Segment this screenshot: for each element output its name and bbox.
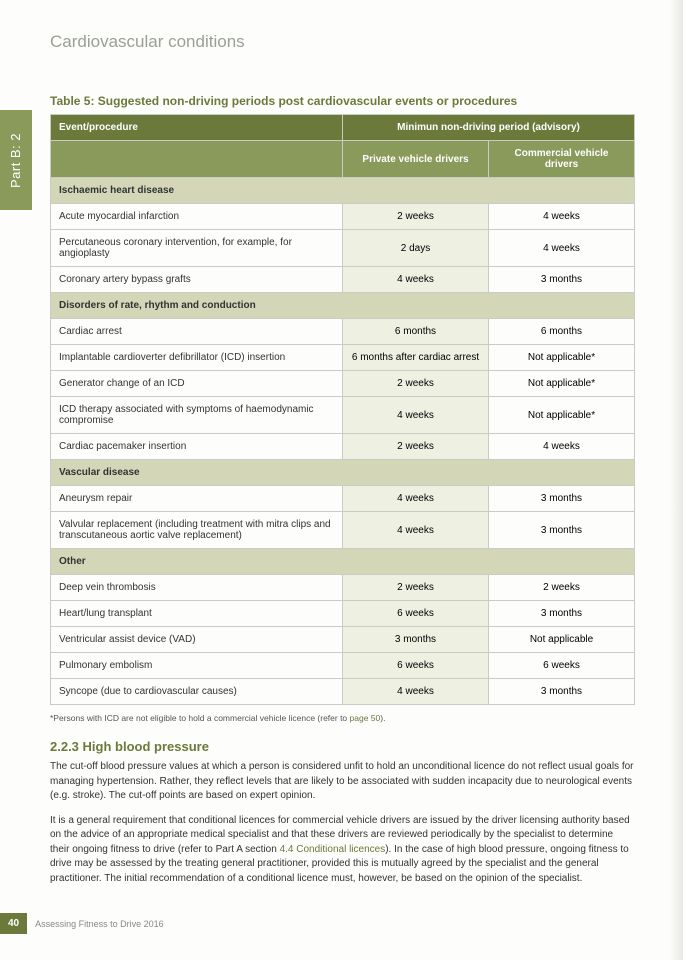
table-row: Heart/lung transplant6 weeks3 months (51, 601, 635, 627)
th-commercial: Commercial vehicle drivers (489, 141, 635, 178)
cell-private: 4 weeks (343, 679, 489, 705)
cell-commercial: 3 months (489, 601, 635, 627)
cell-event: Syncope (due to cardiovascular causes) (51, 679, 343, 705)
cell-event: Aneurysm repair (51, 486, 343, 512)
paragraph-2: It is a general requirement that conditi… (50, 814, 635, 887)
table-row: Valvular replacement (including treatmen… (51, 512, 635, 549)
cell-event: Coronary artery bypass grafts (51, 267, 343, 293)
cell-event: Cardiac pacemaker insertion (51, 434, 343, 460)
cell-event: Generator change of an ICD (51, 371, 343, 397)
cell-event: Acute myocardial infarction (51, 204, 343, 230)
table-row: Syncope (due to cardiovascular causes)4 … (51, 679, 635, 705)
cell-commercial: Not applicable* (489, 371, 635, 397)
cell-private: 6 weeks (343, 601, 489, 627)
table-row: Percutaneous coronary intervention, for … (51, 230, 635, 267)
page-number: 40 (0, 913, 27, 934)
footnote-pre: *Persons with ICD are not eligible to ho… (50, 713, 350, 723)
cell-commercial: 2 weeks (489, 575, 635, 601)
cell-commercial: 4 weeks (489, 434, 635, 460)
table-row: Implantable cardioverter defibrillator (… (51, 345, 635, 371)
side-tab-label: Part B: 2 (9, 132, 24, 187)
cell-private: 2 weeks (343, 434, 489, 460)
side-tab: Part B: 2 (0, 110, 32, 210)
table-section-row: Other (51, 549, 635, 575)
table-section-title: Other (51, 549, 635, 575)
footnote-link[interactable]: page 50 (350, 713, 381, 723)
cell-event: ICD therapy associated with symptoms of … (51, 397, 343, 434)
cell-event: Deep vein thrombosis (51, 575, 343, 601)
table-section-title: Vascular disease (51, 460, 635, 486)
th-event: Event/procedure (51, 115, 343, 141)
cell-commercial: 4 weeks (489, 230, 635, 267)
table-section-title: Ischaemic heart disease (51, 178, 635, 204)
cell-commercial: 6 months (489, 319, 635, 345)
cell-private: 6 months after cardiac arrest (343, 345, 489, 371)
page-footer: 40 Assessing Fitness to Drive 2016 (0, 913, 164, 934)
non-driving-periods-table: Event/procedure Minimun non-driving peri… (50, 114, 635, 705)
cell-private: 6 weeks (343, 653, 489, 679)
cell-event: Valvular replacement (including treatmen… (51, 512, 343, 549)
cell-commercial: 4 weeks (489, 204, 635, 230)
table-row: Cardiac arrest6 months6 months (51, 319, 635, 345)
table-footnote: *Persons with ICD are not eligible to ho… (50, 713, 635, 723)
cell-private: 4 weeks (343, 512, 489, 549)
para2-link[interactable]: 4.4 Conditional licences (280, 844, 386, 855)
cell-event: Cardiac arrest (51, 319, 343, 345)
section-heading: 2.2.3 High blood pressure (50, 739, 635, 754)
table-header-row-2: Private vehicle drivers Commercial vehic… (51, 141, 635, 178)
cell-private: 2 weeks (343, 575, 489, 601)
table-section-row: Ischaemic heart disease (51, 178, 635, 204)
chapter-title: Cardiovascular conditions (50, 32, 635, 52)
footnote-post: ). (380, 713, 385, 723)
table-row: Acute myocardial infarction2 weeks4 week… (51, 204, 635, 230)
cell-private: 2 days (343, 230, 489, 267)
cell-commercial: 3 months (489, 679, 635, 705)
cell-private: 2 weeks (343, 204, 489, 230)
paragraph-1: The cut-off blood pressure values at whi… (50, 760, 635, 804)
cell-commercial: Not applicable (489, 627, 635, 653)
cell-commercial: Not applicable* (489, 345, 635, 371)
cell-private: 4 weeks (343, 486, 489, 512)
th-empty (51, 141, 343, 178)
table-header-row-1: Event/procedure Minimun non-driving peri… (51, 115, 635, 141)
table-section-row: Vascular disease (51, 460, 635, 486)
th-private: Private vehicle drivers (343, 141, 489, 178)
table-row: Pulmonary embolism6 weeks6 weeks (51, 653, 635, 679)
table-row: ICD therapy associated with symptoms of … (51, 397, 635, 434)
cell-event: Heart/lung transplant (51, 601, 343, 627)
cell-event: Pulmonary embolism (51, 653, 343, 679)
cell-private: 3 months (343, 627, 489, 653)
table-row: Generator change of an ICD2 weeksNot app… (51, 371, 635, 397)
cell-private: 4 weeks (343, 397, 489, 434)
table-body: Ischaemic heart diseaseAcute myocardial … (51, 178, 635, 705)
table-row: Ventricular assist device (VAD)3 monthsN… (51, 627, 635, 653)
table-row: Aneurysm repair4 weeks3 months (51, 486, 635, 512)
cell-commercial: 3 months (489, 486, 635, 512)
cell-private: 6 months (343, 319, 489, 345)
cell-commercial: Not applicable* (489, 397, 635, 434)
document-page: Part B: 2 Cardiovascular conditions Tabl… (0, 0, 683, 960)
table-row: Deep vein thrombosis2 weeks2 weeks (51, 575, 635, 601)
cell-event: Implantable cardioverter defibrillator (… (51, 345, 343, 371)
cell-commercial: 3 months (489, 512, 635, 549)
cell-event: Percutaneous coronary intervention, for … (51, 230, 343, 267)
cell-commercial: 3 months (489, 267, 635, 293)
footer-title: Assessing Fitness to Drive 2016 (35, 919, 164, 929)
cell-private: 2 weeks (343, 371, 489, 397)
th-advisory: Minimun non-driving period (advisory) (343, 115, 635, 141)
cell-private: 4 weeks (343, 267, 489, 293)
cell-commercial: 6 weeks (489, 653, 635, 679)
table-row: Coronary artery bypass grafts4 weeks3 mo… (51, 267, 635, 293)
cell-event: Ventricular assist device (VAD) (51, 627, 343, 653)
table-section-title: Disorders of rate, rhythm and conduction (51, 293, 635, 319)
table-section-row: Disorders of rate, rhythm and conduction (51, 293, 635, 319)
table-caption: Table 5: Suggested non-driving periods p… (50, 94, 635, 108)
table-row: Cardiac pacemaker insertion2 weeks4 week… (51, 434, 635, 460)
